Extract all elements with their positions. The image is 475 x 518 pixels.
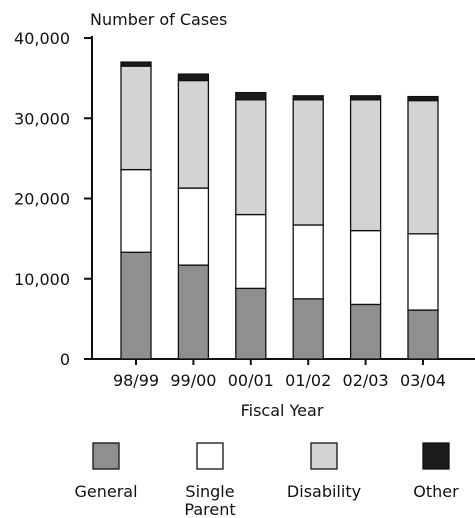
legend: General Single Parent Disability Other (74, 442, 459, 518)
legend-label-disability: Disability (287, 482, 361, 501)
bar-segment-single-parent (120, 168, 152, 253)
bar-segment-disability (292, 99, 324, 226)
bar-segment-general (292, 298, 324, 360)
bars (120, 61, 439, 360)
bar-segment-general (349, 303, 382, 360)
bar-segment-general (120, 251, 152, 360)
legend-swatch-single-parent (196, 442, 224, 470)
bar-segment-other (120, 61, 152, 67)
x-tick-label: 00/01 (228, 371, 274, 390)
y-ticks: 0 10,000 20,000 30,000 40,000 (14, 29, 92, 369)
bar-segment-disability (177, 79, 210, 189)
x-tick-label: 02/03 (343, 371, 389, 390)
x-tick-label: 98/99 (113, 371, 159, 390)
bar-segment-single-parent (177, 187, 210, 266)
x-ticks: 98/99 99/00 00/01 01/02 02/03 03/04 (113, 359, 446, 390)
x-tick-label: 03/04 (400, 371, 446, 390)
bar-segment-other (235, 91, 267, 101)
legend-swatch-other (422, 442, 450, 470)
bar-segment-other (177, 73, 210, 82)
bar-segment-single-parent (292, 224, 324, 300)
x-tick-label: 99/00 (170, 371, 216, 390)
bar-segment-other (292, 95, 324, 101)
bar-segment-general (235, 287, 267, 360)
y-axis-title: Number of Cases (90, 10, 227, 29)
bar-segment-single-parent (407, 233, 439, 311)
bar-segment-disability (235, 99, 267, 216)
bar-segment-single-parent (235, 213, 267, 290)
bar-segment-disability (120, 65, 152, 171)
x-axis-title: Fiscal Year (241, 401, 324, 420)
legend-label-single-parent: Single Parent (184, 482, 235, 518)
bar-segment-disability (349, 99, 382, 232)
bar-segment-other (407, 95, 439, 102)
legend-label-other: Other (413, 482, 459, 501)
legend-swatch-disability (310, 442, 338, 470)
bar-segment-general (407, 309, 439, 360)
bar-segment-disability (407, 99, 439, 235)
bar-segment-single-parent (349, 229, 382, 306)
y-tick-label: 40,000 (14, 29, 70, 48)
y-tick-label: 10,000 (14, 270, 70, 289)
legend-swatch-general (92, 442, 120, 470)
bar-segment-general (177, 264, 210, 360)
bar-segment-other (349, 95, 382, 101)
y-tick-label: 30,000 (14, 109, 70, 128)
y-tick-label: 20,000 (14, 190, 70, 209)
legend-label-general: General (74, 482, 137, 501)
y-tick-label: 0 (60, 350, 70, 369)
x-tick-label: 01/02 (285, 371, 331, 390)
